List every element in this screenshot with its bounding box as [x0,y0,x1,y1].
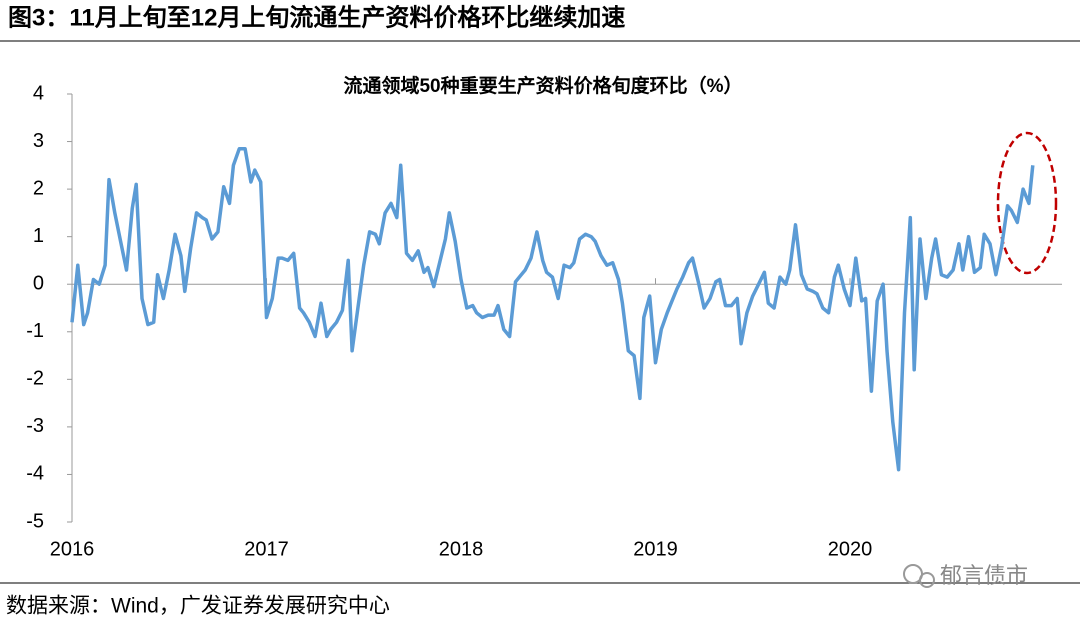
x-tick-label: 2017 [244,538,289,560]
y-tick-label: -4 [26,463,44,485]
source: 数据来源：Wind，广发证券发展研究中心 [6,595,390,618]
y-tick-label: -3 [26,415,44,437]
chart-title: 流通领域50种重要生产资料价格旬度环比（%） [343,74,742,97]
x-tick-label: 2020 [828,538,873,560]
x-tick-label: 2018 [439,538,484,560]
data-line [70,146,1035,472]
y-tick-label: 2 [33,177,44,199]
y-tick-label: 4 [33,82,44,104]
watermark-text: 郁言债市 [940,563,1028,588]
y-tick-label: 3 [33,130,44,152]
y-tick-label: -1 [26,320,44,342]
x-tick-label: 2016 [50,538,95,560]
y-tick-label: -5 [26,510,44,532]
watermark: 郁言债市 [903,563,1028,588]
y-tick-label: -2 [26,368,44,390]
watermark-icon [919,572,935,588]
figure-title: 图3：11月上旬至12月上旬流通生产资料价格环比继续加速 [8,3,625,31]
y-tick-label: 0 [33,273,44,295]
highlight-ellipse [996,131,1058,275]
y-tick-label: 1 [33,225,44,247]
x-tick-label: 2019 [633,538,678,560]
